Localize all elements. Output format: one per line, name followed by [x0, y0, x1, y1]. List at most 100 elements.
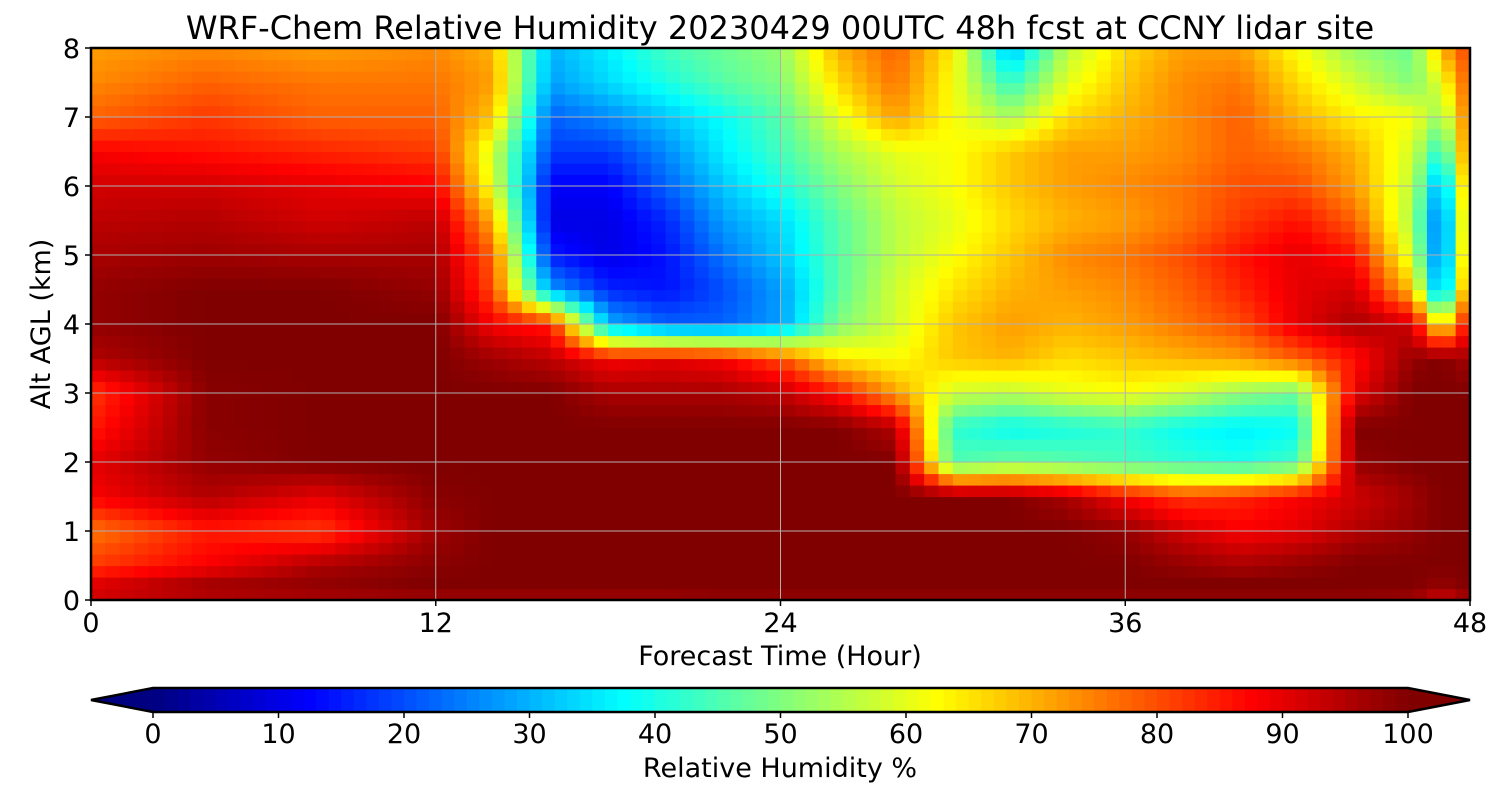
- colorbar-segment: [190, 688, 204, 712]
- heatmap-cell: [823, 508, 839, 521]
- heatmap-cell: [608, 519, 624, 532]
- heatmap-cell: [565, 266, 580, 279]
- heatmap-cell: [1240, 416, 1256, 429]
- heatmap-cell: [665, 324, 681, 337]
- heatmap-cell: [995, 278, 1011, 291]
- heatmap-cell: [1082, 48, 1098, 61]
- heatmap-cell: [148, 404, 164, 417]
- heatmap-cell: [823, 381, 839, 394]
- heatmap-cell: [1225, 151, 1241, 164]
- heatmap-cell: [852, 105, 868, 118]
- heatmap-cell: [1110, 508, 1126, 521]
- heatmap-cell: [1010, 393, 1026, 406]
- heatmap-cell: [119, 450, 135, 463]
- heatmap-cell: [407, 404, 422, 417]
- heatmap-cell: [335, 508, 351, 521]
- heatmap-cell: [1139, 197, 1155, 210]
- heatmap-cell: [234, 347, 250, 360]
- heatmap-cell: [1125, 186, 1141, 199]
- colorbar-segment: [429, 688, 443, 712]
- heatmap-cell: [507, 186, 523, 199]
- heatmap-cell: [909, 301, 925, 314]
- heatmap-cell: [1283, 71, 1299, 84]
- heatmap-cell: [924, 59, 940, 72]
- heatmap-cell: [780, 220, 796, 233]
- heatmap-cell: [1369, 462, 1385, 475]
- heatmap-cell: [1139, 508, 1155, 521]
- heatmap-cell: [651, 496, 667, 509]
- heatmap-cell: [694, 94, 710, 107]
- heatmap-cell: [651, 209, 667, 222]
- heatmap-cell: [679, 519, 695, 532]
- heatmap-cell: [1110, 289, 1126, 302]
- heatmap-cell: [119, 151, 135, 164]
- heatmap-cell: [1240, 404, 1256, 417]
- heatmap-cell: [105, 473, 121, 486]
- heatmap-cell: [952, 324, 968, 337]
- heatmap-cell: [1039, 301, 1055, 314]
- heatmap-cell: [751, 324, 767, 337]
- heatmap-cell: [622, 220, 638, 233]
- heatmap-cell: [493, 289, 509, 302]
- heatmap-cell: [1326, 439, 1342, 452]
- heatmap-cell: [249, 209, 264, 222]
- heatmap-cell: [249, 232, 264, 245]
- heatmap-cell: [1426, 404, 1442, 417]
- heatmap-cell: [263, 105, 279, 118]
- heatmap-cell: [579, 588, 595, 600]
- heatmap-cell: [1182, 48, 1198, 61]
- heatmap-cell: [809, 71, 825, 84]
- heatmap-cell: [421, 404, 437, 417]
- heatmap-cell: [852, 462, 868, 475]
- heatmap-cell: [421, 439, 437, 452]
- colorbar-segment: [1044, 688, 1058, 712]
- heatmap-cell: [148, 577, 164, 590]
- heatmap: [91, 48, 1470, 600]
- heatmap-cell: [751, 220, 767, 233]
- heatmap-cell: [177, 554, 193, 567]
- heatmap-cell: [277, 347, 293, 360]
- heatmap-cell: [1053, 381, 1069, 394]
- heatmap-cell: [1096, 542, 1112, 555]
- heatmap-cell: [378, 542, 394, 555]
- heatmap-cell: [1398, 301, 1414, 314]
- heatmap-cell: [306, 220, 322, 233]
- heatmap-cell: [119, 358, 135, 371]
- heatmap-cell: [881, 266, 897, 279]
- heatmap-cell: [148, 496, 164, 509]
- heatmap-cell: [435, 71, 451, 84]
- heatmap-cell: [493, 439, 509, 452]
- heatmap-cell: [766, 358, 782, 371]
- heatmap-cell: [694, 358, 710, 371]
- heatmap-cell: [1369, 588, 1385, 600]
- heatmap-cell: [421, 151, 437, 164]
- heatmap-cell: [1197, 554, 1213, 567]
- heatmap-cell: [1441, 174, 1457, 187]
- heatmap-cell: [995, 404, 1011, 417]
- heatmap-cell: [249, 542, 264, 555]
- heatmap-cell: [1096, 496, 1112, 509]
- heatmap-cell: [421, 531, 437, 544]
- heatmap-cell: [1053, 243, 1069, 256]
- heatmap-cell: [780, 347, 796, 360]
- heatmap-cell: [550, 82, 566, 95]
- heatmap-cell: [694, 174, 710, 187]
- heatmap-cell: [909, 289, 925, 302]
- heatmap-cell: [780, 370, 796, 383]
- heatmap-cell: [1082, 82, 1098, 95]
- heatmap-cell: [708, 565, 724, 578]
- heatmap-cell: [478, 59, 494, 72]
- heatmap-cell: [1369, 370, 1385, 383]
- heatmap-cell: [392, 197, 408, 210]
- heatmap-cell: [1383, 151, 1399, 164]
- heatmap-cell: [421, 496, 437, 509]
- heatmap-cell: [1067, 358, 1083, 371]
- heatmap-cell: [1024, 496, 1040, 509]
- heatmap-cell: [593, 335, 609, 348]
- heatmap-cell: [593, 289, 609, 302]
- heatmap-cell: [1268, 59, 1284, 72]
- heatmap-cell: [191, 151, 207, 164]
- heatmap-cell: [1268, 381, 1284, 394]
- heatmap-cell: [665, 59, 681, 72]
- heatmap-cell: [392, 565, 408, 578]
